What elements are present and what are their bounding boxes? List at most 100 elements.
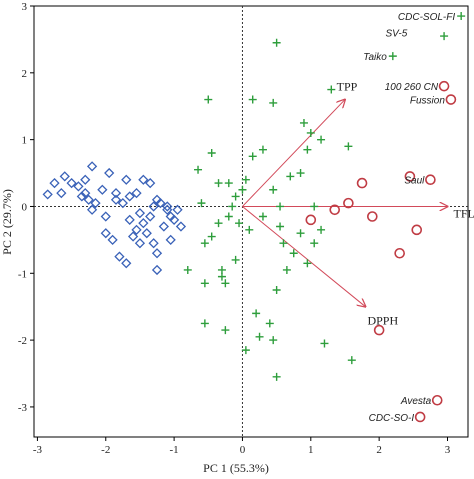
circle-point [356, 177, 368, 189]
point-label: Taiko [363, 52, 387, 63]
plus-point [194, 165, 203, 174]
circle-point [367, 211, 378, 222]
diamond-point [80, 187, 91, 199]
x-tick-label: -2 [101, 444, 110, 456]
diamond-point [59, 171, 70, 182]
plus-point [241, 175, 250, 184]
diamond-point [80, 174, 91, 185]
diamond-point [100, 211, 111, 222]
plus-point [248, 152, 257, 161]
plus-point [200, 279, 209, 288]
diamond-point [121, 174, 132, 185]
plus-point [252, 309, 261, 318]
plus-point [272, 372, 281, 381]
plus-point [282, 265, 291, 274]
plot-frame [33, 5, 469, 438]
circle-point [425, 174, 436, 186]
plus-point [183, 265, 192, 274]
plus-point [241, 346, 250, 355]
plus-point [221, 279, 230, 288]
plus-point [258, 145, 267, 154]
diamond-point [168, 214, 180, 225]
plus-point [269, 336, 278, 345]
x-tick-label: -1 [170, 444, 179, 456]
circle-point [343, 197, 354, 209]
point-label: Avesta [400, 396, 432, 407]
vector-label: TFL [453, 206, 474, 220]
plus-point [286, 172, 295, 181]
diamond-point [117, 198, 128, 209]
diamond-point [127, 231, 139, 242]
loading-vector [242, 100, 345, 207]
circle-point [373, 324, 385, 336]
diamond-point [145, 211, 156, 222]
plus-point [200, 239, 209, 248]
plus-point [317, 135, 326, 144]
plus-point [231, 255, 240, 264]
circle-point [329, 204, 341, 216]
diamond-point [124, 191, 135, 202]
diamond-point [97, 184, 108, 195]
diamond-point [124, 214, 135, 225]
plus-point [276, 202, 285, 211]
circle-point [431, 394, 443, 406]
plus-point [279, 239, 288, 248]
diamond-point [175, 221, 187, 232]
diamond-point [148, 201, 159, 212]
plus-point [289, 249, 298, 258]
diamond-point [162, 201, 173, 212]
diamond-point [104, 167, 115, 179]
circle-point [438, 80, 450, 92]
diamond-point [151, 248, 163, 259]
plus-point [388, 52, 397, 61]
vector-label: TPP [337, 80, 358, 94]
diamond-point [76, 191, 87, 202]
plus-point [269, 185, 278, 194]
plus-point [272, 38, 281, 47]
plus-point [255, 332, 264, 341]
plus-point [197, 199, 206, 208]
circle-point [404, 171, 416, 182]
x-tick-label: 0 [240, 444, 246, 456]
diamond-point [110, 194, 122, 205]
plus-point [245, 225, 254, 234]
diamond-point [134, 238, 146, 249]
plus-point [457, 12, 466, 21]
y-tick-label: -3 [18, 402, 28, 414]
plus-point [310, 202, 319, 211]
plus-point [231, 192, 240, 201]
plus-point [344, 142, 353, 151]
vector-label: DPPH [367, 314, 398, 328]
diamond-point [134, 208, 146, 219]
plus-point [269, 98, 278, 107]
plus-point [347, 356, 356, 365]
diamond-point [110, 187, 122, 199]
plus-point [258, 212, 267, 221]
circle-point [414, 411, 426, 423]
diamond-point [66, 177, 77, 189]
plus-point [224, 179, 233, 188]
plus-point [235, 219, 244, 228]
diamond-point [83, 194, 94, 205]
diamond-point [107, 234, 118, 245]
plus-point [440, 32, 449, 41]
diamond-point [172, 204, 183, 215]
plus-point [327, 85, 336, 94]
point-label: CDC-SOL-FI [398, 12, 455, 23]
diamond-point [141, 228, 152, 239]
diamond-point [131, 224, 142, 235]
plus-point [296, 169, 305, 178]
plus-point [296, 229, 305, 238]
x-tick-label: 2 [376, 444, 382, 456]
x-axis-title: PC 1 (55.3%) [203, 461, 269, 475]
loading-vector [242, 206, 365, 306]
plus-point [265, 319, 274, 328]
point-label: 100 260 CN [385, 82, 439, 93]
diamond-point [145, 177, 156, 189]
circle-point [394, 247, 405, 259]
plus-point [224, 212, 233, 221]
circle-point [445, 94, 457, 105]
plus-point [200, 319, 209, 328]
y-tick-label: 2 [22, 68, 28, 80]
